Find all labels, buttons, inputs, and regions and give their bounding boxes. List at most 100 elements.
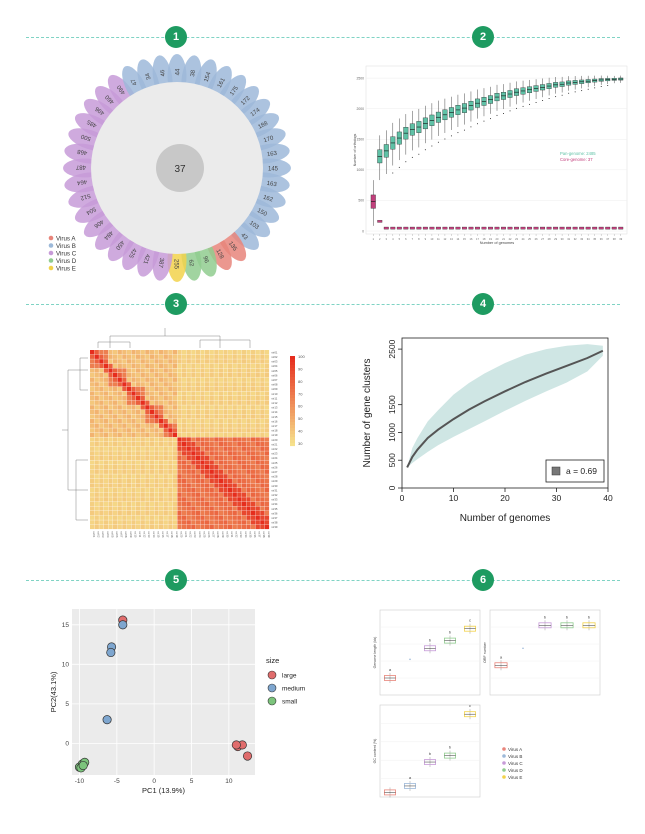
heatmap-cell bbox=[177, 455, 182, 461]
heatmap-cell bbox=[260, 359, 265, 364]
heatmap-cell bbox=[264, 465, 270, 470]
heatmap-cell bbox=[241, 488, 247, 493]
heatmap-cell bbox=[241, 474, 247, 479]
heatmap-cell bbox=[209, 483, 214, 488]
heatmap-cell bbox=[251, 396, 256, 401]
heatmap-cell bbox=[90, 414, 95, 419]
heatmap-cell bbox=[223, 483, 228, 488]
heatmap-cell bbox=[218, 368, 224, 373]
legend-label: Virus B bbox=[508, 754, 522, 759]
heatmap-cell bbox=[126, 377, 132, 382]
heatmap-cell bbox=[260, 419, 265, 424]
petal-label: 485 bbox=[86, 118, 98, 128]
heatmap-cell bbox=[168, 373, 173, 378]
heatmap-cell bbox=[90, 478, 95, 484]
x-tick-label: 39 bbox=[619, 237, 622, 241]
x-tick-label: 20 bbox=[496, 237, 499, 241]
heatmap-cell bbox=[228, 377, 233, 382]
heatmap-cell bbox=[218, 524, 224, 530]
heatmap-cell bbox=[177, 423, 182, 428]
heatmap-cell bbox=[149, 419, 155, 424]
heatmap-cell bbox=[113, 391, 118, 396]
col-label: vir38 bbox=[262, 531, 266, 538]
col-label: vir19 bbox=[175, 531, 179, 538]
heatmap-cell bbox=[145, 428, 150, 433]
heatmap-cell bbox=[154, 446, 159, 451]
heatmap-cell bbox=[218, 515, 224, 520]
petal-label: 44 bbox=[176, 68, 182, 75]
heatmap-cell bbox=[168, 442, 173, 447]
heatmap-cell bbox=[191, 373, 196, 378]
x-tick-label: 32 bbox=[574, 237, 577, 241]
heatmap-cell bbox=[90, 520, 95, 525]
heatmap-cell bbox=[218, 396, 224, 401]
heatmap-cell bbox=[264, 354, 270, 359]
heatmap-cell bbox=[108, 469, 113, 474]
heatmap-cell bbox=[136, 492, 141, 497]
heatmap-cell bbox=[149, 377, 155, 382]
heatmap-cell bbox=[264, 446, 270, 451]
heatmap-cell bbox=[122, 497, 127, 502]
heatmap-cell bbox=[255, 446, 260, 451]
heatmap-cell bbox=[113, 511, 118, 516]
heatmap-cell bbox=[140, 478, 145, 484]
heatmap-cell bbox=[205, 465, 210, 470]
heatmap-cell bbox=[103, 377, 109, 382]
x-tick-label: 21 bbox=[502, 237, 505, 241]
petal-label: 175 bbox=[229, 85, 240, 97]
heatmap-cell bbox=[149, 474, 155, 479]
heatmap-cell bbox=[177, 377, 182, 382]
heatmap-cell bbox=[214, 465, 219, 470]
heatmap-cell bbox=[168, 524, 173, 530]
heatmap-cell bbox=[126, 409, 132, 415]
col-label: vir34 bbox=[244, 531, 248, 538]
heatmap-cell bbox=[195, 382, 201, 387]
heatmap-cell bbox=[209, 428, 214, 433]
heatmap-cell bbox=[136, 465, 141, 470]
heatmap-cell bbox=[145, 483, 150, 488]
row-label: vir01 bbox=[271, 350, 278, 354]
heatmap-cell bbox=[228, 391, 233, 396]
outlier-point bbox=[529, 103, 531, 105]
heatmap-cell bbox=[113, 400, 118, 405]
col-label: vir13 bbox=[147, 531, 151, 538]
heatmap-cell bbox=[168, 460, 173, 465]
heatmap-cell bbox=[113, 437, 118, 442]
heatmap-cell bbox=[246, 432, 251, 438]
heatmap-cell bbox=[264, 483, 270, 488]
heatmap-cell bbox=[154, 350, 159, 355]
heatmap-cell bbox=[108, 423, 113, 428]
heatmap-cell bbox=[191, 405, 196, 410]
heatmap-cell bbox=[90, 354, 95, 359]
heatmap-cell bbox=[260, 501, 265, 507]
heatmap-cell bbox=[90, 368, 95, 373]
heatmap-cell bbox=[103, 350, 109, 355]
heatmap-cell bbox=[149, 460, 155, 465]
heatmap-cell bbox=[255, 405, 260, 410]
pan-box bbox=[546, 77, 552, 96]
heatmap-cell bbox=[108, 382, 113, 387]
heatmap-cell bbox=[182, 492, 187, 497]
pan-box bbox=[370, 180, 376, 226]
heatmap-cell bbox=[195, 483, 201, 488]
heatmap-cell bbox=[264, 423, 270, 428]
heatmap-cell bbox=[172, 492, 178, 497]
heatmap-cell bbox=[145, 524, 150, 530]
heatmap-cell bbox=[108, 419, 113, 424]
heatmap-cell bbox=[209, 511, 214, 516]
heatmap-cell bbox=[264, 409, 270, 415]
heatmap-cell bbox=[122, 396, 127, 401]
pan-box bbox=[585, 75, 591, 88]
heatmap-cell bbox=[172, 460, 178, 465]
heatmap-cell bbox=[200, 428, 205, 433]
heatmap-cell bbox=[241, 423, 247, 428]
heatmap-cell bbox=[145, 497, 150, 502]
heatmap-cell bbox=[237, 400, 242, 405]
heatmap-cell bbox=[94, 465, 99, 470]
x-axis-label: PC1 (13.9%) bbox=[142, 786, 185, 795]
heatmap-cell bbox=[200, 368, 205, 373]
x-tick-label: 10 bbox=[430, 237, 433, 241]
heatmap-cell bbox=[191, 524, 196, 530]
heatmap-cell bbox=[159, 432, 164, 438]
pan-box bbox=[416, 108, 422, 148]
